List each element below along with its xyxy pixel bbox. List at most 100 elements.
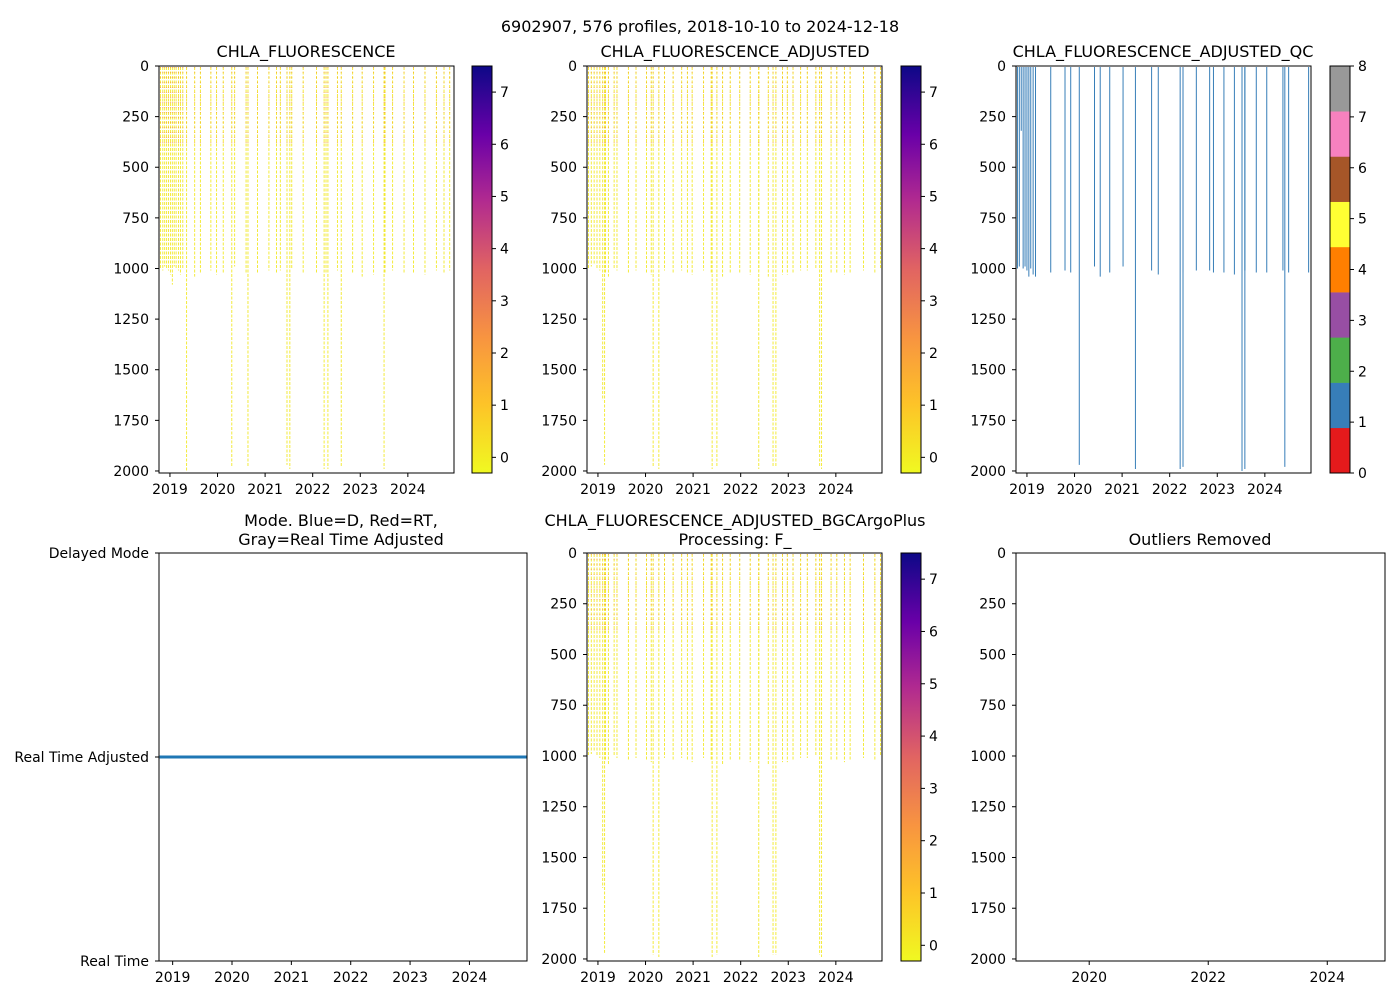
x-tick-label: 2019 <box>152 482 188 498</box>
colorbar-tick-label: 4 <box>929 729 938 745</box>
panel-5-title-line-1: CHLA_FLUORESCENCE_ADJUSTED_BGCArgoPlus <box>544 511 925 531</box>
x-tick-label: 2023 <box>1199 482 1235 498</box>
panel-5-x-axis: 2019 2020 2021 2022 2023 2024 <box>580 961 854 986</box>
qc-colorbar-segment-6 <box>1330 156 1350 202</box>
panel-2-colorbar <box>900 65 922 474</box>
panel-chla-fluorescence: CHLA_FLUORESCENCE 0250500750100012501500… <box>113 42 509 498</box>
y-tick-label: 750 <box>122 211 149 227</box>
y-tick-label: 1750 <box>970 413 1006 429</box>
panel-1-colorbar <box>471 65 493 474</box>
colorbar-tick-label: 2 <box>500 346 509 362</box>
y-tick-label: 2000 <box>970 464 1006 480</box>
panel-outliers-removed: Outliers Removed 0 250 500 750 1000 1250 1500 1… <box>970 530 1386 986</box>
x-tick-label: 2024 <box>1247 482 1283 498</box>
colorbar-tick-label: 7 <box>1358 110 1367 126</box>
panel-2-x-axis: 2019 2020 2021 2022 2023 2024 <box>580 473 854 498</box>
y-tick-label: 500 <box>550 647 577 663</box>
y-tick-label: 1750 <box>970 901 1006 917</box>
panel-3-qc-colorbar <box>1330 66 1350 474</box>
qc-colorbar-segment-2 <box>1330 337 1350 383</box>
panel-4-x-axis: 2019 2020 2021 2022 2023 2024 <box>155 961 487 986</box>
colorbar-tick-label: 2 <box>929 834 938 850</box>
y-tick-label: 1250 <box>541 800 577 816</box>
y-tick-label: 0 <box>140 59 149 75</box>
x-tick-label: 2024 <box>390 482 426 498</box>
qc-colorbar-segment-1 <box>1330 382 1350 429</box>
colorbar-tick-label: 7 <box>929 85 938 101</box>
colorbar-tick-label: 5 <box>500 189 509 205</box>
panel-2-y-axis: 0 250 500 750 1000 1250 1500 1750 2000 <box>541 59 587 480</box>
x-tick-label: 2023 <box>770 970 806 986</box>
x-tick-label: 2020 <box>1057 482 1093 498</box>
y-tick-label: 2000 <box>113 464 149 480</box>
panel-1-title: CHLA_FLUORESCENCE <box>217 42 396 62</box>
panel-1-colorbar-ticks: 0 1 2 3 4 5 6 7 <box>492 85 509 466</box>
y-tick-label: 1500 <box>970 363 1006 379</box>
x-tick-label: 2020 <box>214 970 250 986</box>
panel-3-colorbar-ticks: 0 1 2 3 4 5 6 7 8 <box>1350 59 1367 482</box>
y-tick-label: 1750 <box>541 413 577 429</box>
panel-2-profiles <box>587 67 882 469</box>
panel-4-y-axis: Delayed Mode Real Time Adjusted Real Time <box>14 546 159 970</box>
y-tick-label: 1250 <box>113 312 149 328</box>
colorbar-tick-label: 2 <box>1358 364 1367 380</box>
colorbar-tick-label: 0 <box>929 938 938 954</box>
colorbar-tick-label: 5 <box>929 189 938 205</box>
colorbar-tick-label: 3 <box>500 294 509 310</box>
qc-colorbar-segment-3 <box>1330 292 1350 338</box>
y-tick-label: 250 <box>550 110 577 126</box>
y-tick-label: 1000 <box>970 749 1006 765</box>
x-tick-label: 2021 <box>675 482 711 498</box>
colorbar-tick-label: 3 <box>929 294 938 310</box>
x-tick-label: 2022 <box>295 482 331 498</box>
x-tick-label: 2020 <box>200 482 236 498</box>
colorbar-tick-label: 8 <box>1358 59 1367 75</box>
panel-3-x-axis: 2019 2020 2021 2022 2023 2024 <box>1009 473 1283 498</box>
y-tick-label: 1000 <box>541 749 577 765</box>
panel-5-title-line-2: Processing: F_ <box>678 530 792 550</box>
y-tick-label: 250 <box>550 597 577 613</box>
x-tick-label: 2022 <box>723 970 759 986</box>
panel-chla-fluorescence-adjusted: CHLA_FLUORESCENCE_ADJUSTED 0250500750100… <box>541 42 938 498</box>
y-tick-label: Real Time <box>80 954 149 970</box>
x-tick-label: 2023 <box>392 970 428 986</box>
colorbar-tick-label: 1 <box>500 398 509 414</box>
x-tick-label: 2024 <box>818 970 854 986</box>
panel-2-axes-frame <box>586 65 883 474</box>
y-tick-label: 1000 <box>541 261 577 277</box>
y-tick-label: 500 <box>979 647 1006 663</box>
x-tick-label: 2021 <box>675 970 711 986</box>
qc-colorbar-segment-4 <box>1330 246 1350 293</box>
y-tick-label: 1000 <box>970 261 1006 277</box>
colorbar-tick-label: 1 <box>929 886 938 902</box>
y-tick-label: 0 <box>568 59 577 75</box>
y-tick-label: 1750 <box>541 901 577 917</box>
y-tick-label: 2000 <box>970 952 1006 968</box>
panel-4-title-line-1: Mode. Blue=D, Red=RT, <box>244 511 438 530</box>
colorbar-tick-label: 6 <box>1358 161 1367 177</box>
colorbar-tick-label: 7 <box>500 85 509 101</box>
colorbar-tick-label: 6 <box>929 624 938 640</box>
x-tick-label: 2023 <box>342 482 378 498</box>
panel-3-title: CHLA_FLUORESCENCE_ADJUSTED_QC <box>1013 42 1314 62</box>
x-tick-label: 2024 <box>1309 970 1345 986</box>
figure-suptitle: 6902907, 576 profiles, 2018-10-10 to 202… <box>501 17 899 36</box>
x-tick-label: 2020 <box>628 970 664 986</box>
x-tick-label: 2021 <box>1104 482 1140 498</box>
y-tick-label: 750 <box>979 211 1006 227</box>
x-tick-label: 2022 <box>723 482 759 498</box>
y-tick-label: 1500 <box>113 363 149 379</box>
panel-5-axes-frame <box>586 552 883 962</box>
y-tick-label: 250 <box>979 597 1006 613</box>
y-tick-label: 2000 <box>541 952 577 968</box>
colorbar-tick-label: 4 <box>500 242 509 258</box>
y-tick-label: 250 <box>122 110 149 126</box>
y-tick-label: 1250 <box>970 800 1006 816</box>
x-tick-label: 2019 <box>1009 482 1045 498</box>
colorbar-tick-label: 0 <box>500 450 509 466</box>
panel-mode: Mode. Blue=D, Red=RT, Gray=Real Time Adj… <box>14 511 528 986</box>
y-tick-label: 1250 <box>970 312 1006 328</box>
panel-1-profiles <box>159 67 451 471</box>
x-tick-label: 2021 <box>247 482 283 498</box>
panel-2-title: CHLA_FLUORESCENCE_ADJUSTED <box>600 42 869 62</box>
